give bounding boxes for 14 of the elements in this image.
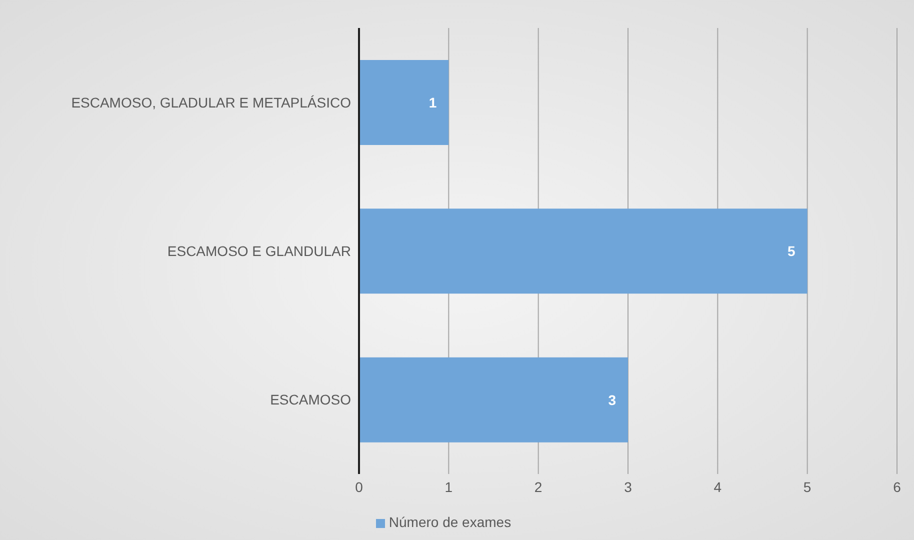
x-tick-label: 1 (444, 478, 453, 495)
x-tick-label: 0 (355, 478, 364, 495)
data-label: 3 (608, 392, 616, 408)
x-tick-label: 4 (714, 478, 722, 495)
x-tick-label: 3 (624, 478, 632, 495)
y-tick-label: ESCAMOSO (270, 392, 352, 408)
x-tick-label: 5 (803, 478, 812, 495)
data-label: 5 (788, 243, 796, 260)
x-tick-label: 6 (893, 478, 902, 495)
legend-label: Número de exames (388, 514, 512, 530)
y-tick-label: ESCAMOSO, GLADULAR E METAPLÁSICO (71, 94, 352, 110)
y-tick-label: ESCAMOSO E GLANDULAR (167, 242, 351, 259)
data-label: 1 (428, 94, 437, 110)
x-tick-label: 2 (534, 478, 542, 495)
